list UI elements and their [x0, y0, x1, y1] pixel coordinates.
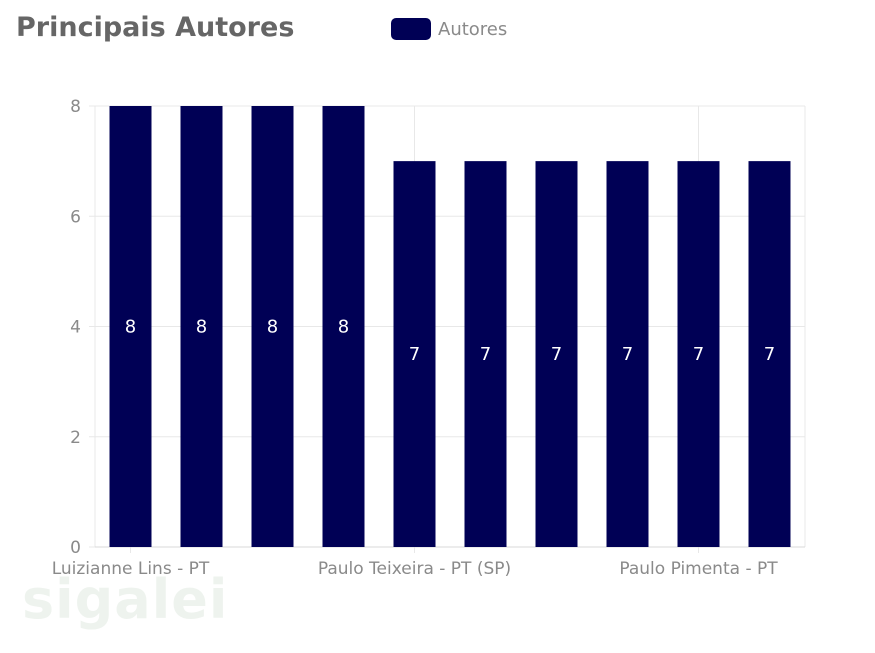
- y-tick-label: 6: [70, 207, 81, 227]
- bar-value-label: 7: [622, 344, 633, 365]
- bar-value-label: 7: [480, 344, 491, 365]
- bar: [180, 106, 223, 547]
- bar: [464, 161, 507, 547]
- bar: [109, 106, 152, 547]
- bar-value-label: 7: [409, 344, 420, 365]
- bar: [677, 161, 720, 547]
- x-tick-label: Paulo Pimenta - PT: [619, 559, 778, 579]
- y-tick-label: 0: [70, 538, 81, 558]
- bar: [535, 161, 578, 547]
- bar-value-label: 8: [267, 317, 278, 338]
- legend[interactable]: Autores: [391, 18, 507, 40]
- sigalei-watermark: sigalei: [22, 568, 229, 631]
- y-tick-label: 4: [70, 318, 81, 338]
- bar-value-label: 7: [551, 344, 562, 365]
- bar: [748, 161, 791, 547]
- legend-label: Autores: [438, 18, 508, 40]
- bar-value-label: 8: [125, 317, 136, 338]
- bar: [251, 106, 294, 547]
- bar-value-label: 8: [338, 317, 349, 338]
- bar: [393, 161, 436, 547]
- x-tick-label: Luizianne Lins - PT: [52, 559, 210, 579]
- y-tick-label: 8: [70, 97, 81, 117]
- bar: [606, 161, 649, 547]
- bar-value-label: 8: [196, 317, 207, 338]
- x-tick-label: Paulo Teixeira - PT (SP): [318, 559, 511, 579]
- bar-value-label: 7: [764, 344, 775, 365]
- y-tick-label: 2: [70, 428, 81, 448]
- chart-title: Principais Autores: [16, 12, 295, 43]
- bar: [322, 106, 365, 547]
- legend-swatch: [391, 18, 431, 40]
- bar-value-label: 7: [693, 344, 704, 365]
